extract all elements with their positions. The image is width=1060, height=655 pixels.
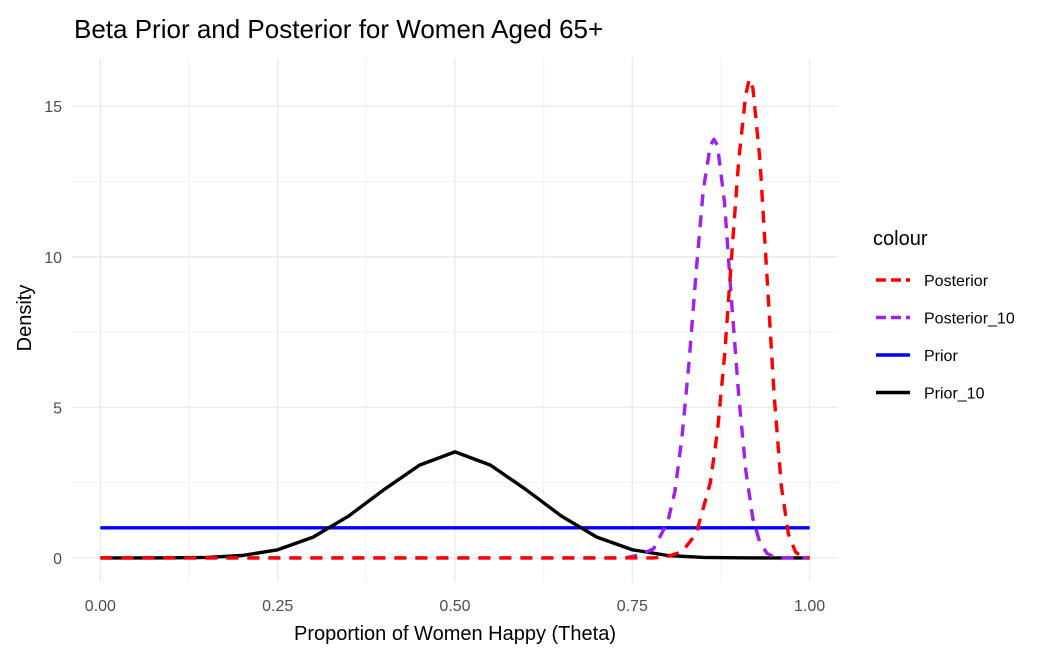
series-line-posterior bbox=[100, 77, 810, 560]
plot-series bbox=[100, 77, 810, 560]
grid-lines bbox=[72, 58, 838, 582]
y-tick-label: 0 bbox=[53, 551, 62, 568]
chart-title: Beta Prior and Posterior for Women Aged … bbox=[74, 14, 603, 44]
x-axis-title: Proportion of Women Happy (Theta) bbox=[294, 623, 616, 645]
x-tick-label: 0.00 bbox=[85, 598, 116, 615]
legend-title: colour bbox=[873, 228, 928, 250]
axis-ticks: 0.00 0.25 0.50 0.75 1.00 0 5 10 15 bbox=[44, 99, 825, 615]
legend-label: Prior bbox=[924, 348, 958, 365]
series-line-posterior-10 bbox=[100, 137, 810, 560]
x-tick-label: 0.25 bbox=[262, 598, 293, 615]
y-tick-label: 15 bbox=[44, 99, 62, 116]
y-tick-label: 10 bbox=[44, 250, 62, 267]
legend-label: Posterior_10 bbox=[924, 311, 1015, 328]
legend: colour Posterior Posterior_10 Prior Prior_1… bbox=[873, 228, 1015, 403]
x-tick-label: 1.00 bbox=[794, 598, 825, 615]
legend-label: Prior_10 bbox=[924, 386, 985, 403]
x-tick-label: 0.75 bbox=[617, 598, 648, 615]
y-axis-title: Density bbox=[14, 285, 36, 352]
y-tick-label: 5 bbox=[53, 400, 62, 417]
x-tick-label: 0.50 bbox=[439, 598, 470, 615]
series-line-prior-10 bbox=[100, 450, 810, 560]
legend-label: Posterior bbox=[924, 273, 989, 290]
